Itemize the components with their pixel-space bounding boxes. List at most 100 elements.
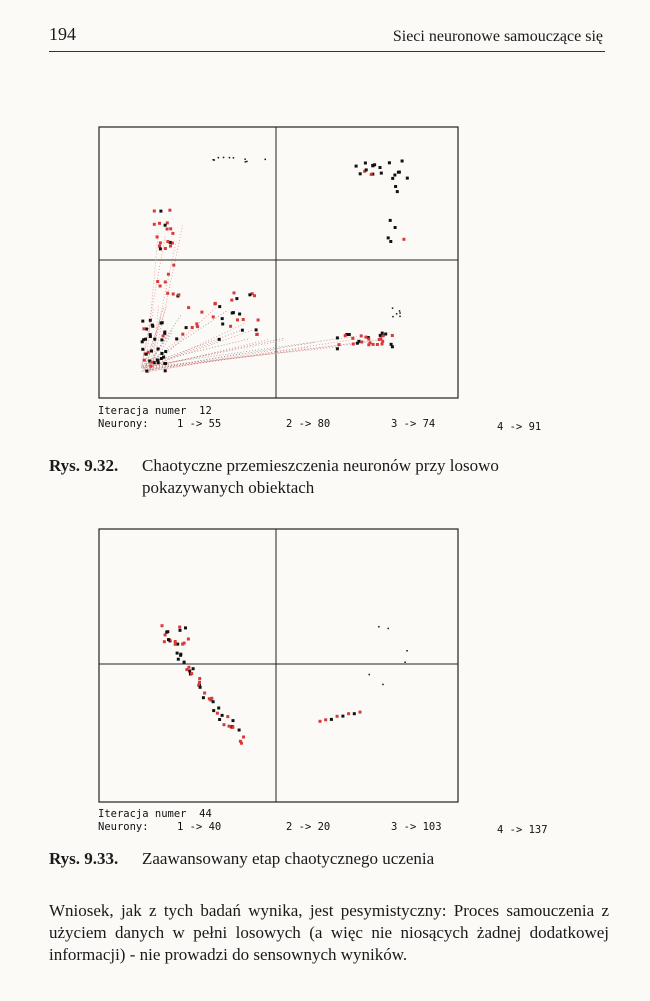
top-right-point-11	[358, 172, 362, 176]
page-number: 194	[49, 24, 76, 44]
right-band-point-4	[381, 339, 385, 343]
upper-cluster-point-7	[182, 641, 186, 645]
right-marks-point-2	[392, 315, 394, 318]
curve-point-10	[179, 652, 183, 656]
right-band-point-9	[351, 336, 355, 340]
fig2-neuron-count-2: 2 -> 20	[286, 821, 331, 833]
curve-point-36	[231, 719, 235, 723]
right-marks-point-5	[391, 307, 394, 309]
origin-point-32	[150, 349, 153, 353]
origin-point-39	[164, 362, 168, 366]
curve-point-32	[218, 718, 222, 721]
left-column-point-2	[156, 280, 160, 283]
left-column-point-13	[159, 209, 163, 213]
top-sparse-point-9	[212, 159, 214, 161]
fan-point-28	[255, 333, 259, 336]
fan-point-12	[200, 310, 204, 314]
left-column-point-7	[152, 209, 156, 213]
curve-point-41	[237, 728, 241, 732]
left-column-point-12	[168, 208, 172, 212]
left-column-point-22	[169, 227, 173, 231]
origin-point-6	[152, 361, 156, 365]
top-right-point-15	[379, 171, 383, 175]
caption-text: Chaotyczne przemieszczenia neuronów przy…	[142, 456, 499, 497]
top-sparse-point-5	[244, 161, 247, 163]
right-arc-point-1	[324, 718, 328, 722]
upper-cluster-point-1	[186, 637, 190, 641]
top-sparse-point-4	[217, 156, 220, 159]
right-band-point-11	[379, 337, 383, 341]
curve-point-37	[227, 724, 231, 728]
fan-point-22	[241, 318, 245, 321]
fan-point-15	[221, 322, 225, 326]
top-sparse-point-1	[232, 157, 235, 159]
trajectory-line-26	[141, 346, 340, 369]
curve-point-13	[188, 669, 192, 673]
curve-point-7	[175, 651, 179, 655]
fig1-neuron-count-3: 3 -> 74	[391, 418, 436, 430]
curve-point-31	[215, 711, 219, 715]
left-column-point-24	[171, 231, 175, 235]
origin-point-22	[160, 352, 164, 355]
top-right-point-10	[371, 164, 375, 168]
origin-point-34	[142, 327, 146, 331]
left-column-point-25	[169, 244, 172, 248]
top-sparse-point-8	[246, 160, 248, 163]
top-right-point-2	[387, 161, 391, 165]
curve-point-43	[238, 739, 242, 743]
trajectory-line-32	[141, 307, 155, 366]
trajectory-line-3	[148, 348, 281, 372]
trajectory-line-21	[149, 329, 174, 364]
curve-point-6	[176, 642, 180, 646]
fan-point-4	[196, 325, 200, 329]
fan-point-10	[211, 315, 215, 319]
neuron-trajectories	[140, 225, 383, 374]
origin-point-29	[144, 352, 148, 356]
upper-cluster-point-6	[178, 625, 182, 629]
right-band-point-27	[337, 343, 341, 347]
trajectory-line-30	[144, 307, 164, 370]
curve-point-21	[197, 683, 201, 687]
right-band-point-24	[384, 332, 388, 336]
origin-point-11	[142, 358, 146, 362]
origin-point-30	[160, 321, 164, 325]
fig1-neuron-count-2: 2 -> 80	[286, 418, 331, 430]
left-column-point-14	[166, 272, 170, 276]
top-right-point-12	[400, 159, 404, 163]
right-band-point-26	[367, 337, 371, 341]
right-arc-point-2	[329, 717, 333, 721]
right-band-point-12	[366, 336, 370, 339]
trajectory-line-6	[144, 304, 168, 370]
fig2-neurons-label: Neurony:	[98, 821, 149, 833]
curve-point-1	[163, 633, 167, 637]
trajectory-line-28	[141, 338, 251, 365]
running-head: Sieci neuronowe samouczące się	[392, 28, 603, 45]
origin-point-3	[156, 361, 160, 365]
right-arc-point-4	[341, 714, 345, 718]
fan-point-13	[240, 328, 244, 332]
upper-cluster-point-0	[166, 630, 170, 634]
left-column-point-9	[165, 221, 169, 225]
plot-frame	[98, 528, 459, 803]
left-column-point-21	[163, 247, 167, 250]
figure-9-33-caption: Rys. 9.33. Zaawansowany etap chaotyczneg…	[49, 848, 605, 872]
fan-point-31	[238, 312, 242, 316]
curve-point-34	[226, 715, 230, 719]
trajectory-line-5	[151, 225, 183, 371]
left-column-point-0	[170, 241, 174, 245]
faint-marks-point-4	[387, 627, 389, 630]
curve-point-23	[201, 696, 205, 700]
origin-point-26	[148, 333, 152, 337]
fan-point-18	[256, 318, 260, 322]
curve-point-9	[176, 657, 180, 661]
right-band-point-0	[351, 342, 355, 346]
origin-point-1	[160, 338, 164, 342]
right-band-point-23	[347, 333, 351, 336]
trajectory-line-25	[142, 335, 357, 367]
left-column-point-10	[163, 223, 167, 227]
right-column-point-3	[389, 240, 393, 243]
trajectory-line-16	[150, 339, 269, 369]
right-band-point-8	[381, 334, 385, 338]
caption-text: Zaawansowany etap chaotycznego uczenia	[142, 849, 435, 868]
right-band-point-18	[335, 347, 339, 351]
